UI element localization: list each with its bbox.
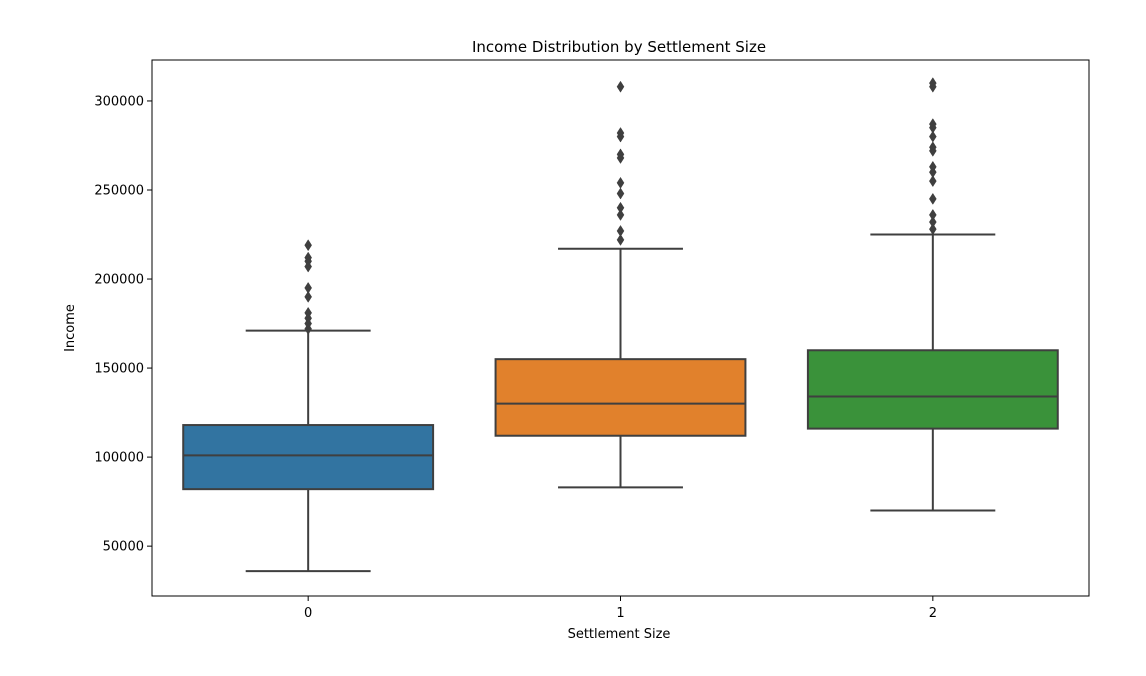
outlier-point <box>929 208 937 221</box>
y-tick-label: 50000 <box>103 540 144 555</box>
y-axis: 50000 100000 150000 200000 250000 300000 <box>94 94 152 555</box>
outlier-point <box>616 148 625 161</box>
y-tick-label: 250000 <box>94 183 144 198</box>
x-axis-title: Settlement Size <box>568 627 671 642</box>
outlier-point <box>929 77 937 90</box>
outlier-point <box>616 224 625 237</box>
outlier-point <box>929 175 937 188</box>
outlier-point <box>616 208 625 221</box>
outlier-point <box>616 233 625 246</box>
outlier-point <box>929 223 937 236</box>
iqr-box <box>182 424 435 491</box>
y-tick-label: 200000 <box>94 273 144 288</box>
outlier-point <box>616 201 625 214</box>
outlier-point <box>304 281 312 294</box>
outlier-point <box>929 216 937 229</box>
iqr-box <box>494 358 747 437</box>
y-tick-label: 100000 <box>94 451 144 466</box>
outlier-point <box>304 239 312 252</box>
y-tick-label: 150000 <box>94 362 144 377</box>
x-tick-label: 0 <box>304 606 312 621</box>
x-tick-label: 1 <box>616 606 624 621</box>
box-series-1 <box>494 80 747 489</box>
box-series-2 <box>806 77 1059 512</box>
x-tick-label: 2 <box>929 606 937 621</box>
x-axis: 0 1 2 <box>304 596 937 621</box>
outlier-point <box>616 187 625 200</box>
iqr-box <box>806 349 1059 430</box>
y-tick-label: 300000 <box>94 94 144 109</box>
outlier-point <box>304 306 312 319</box>
outlier-point <box>929 192 937 205</box>
outlier-point <box>304 251 312 264</box>
outlier-point <box>929 118 937 131</box>
outlier-point <box>929 160 937 173</box>
outlier-point <box>616 176 625 189</box>
outlier-point <box>304 290 312 303</box>
outlier-point <box>616 127 625 139</box>
outlier-point <box>929 141 937 154</box>
boxes-group <box>182 77 1059 573</box>
box-series-0 <box>182 239 435 573</box>
chart-title: Income Distribution by Settlement Size <box>472 38 766 56</box>
outlier-point <box>616 80 625 93</box>
y-axis-title: Income <box>63 304 78 352</box>
outlier-point <box>929 130 937 143</box>
